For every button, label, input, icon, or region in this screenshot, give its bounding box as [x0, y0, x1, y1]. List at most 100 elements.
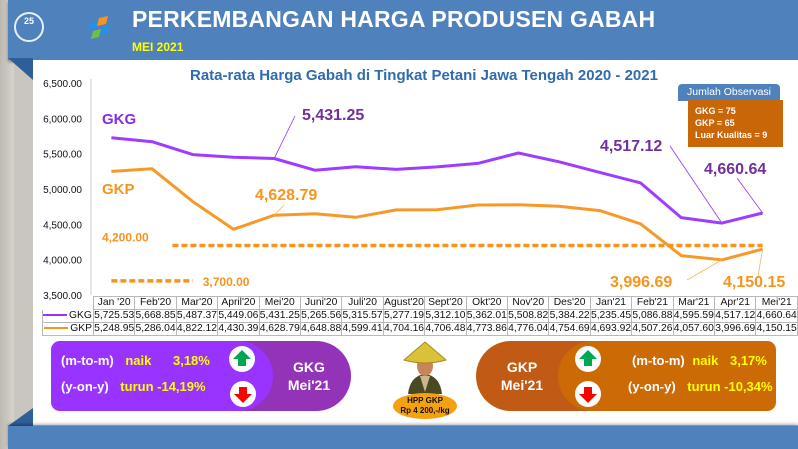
gkp-yoy-label: (y-on-y): [628, 379, 676, 394]
chart-title: Rata-rata Harga Gabah di Tingkat Petani …: [190, 67, 658, 84]
gkg-mtm-row: (m-to-m) naik 3,18%: [61, 353, 210, 368]
table-cell-gkp: 5,248.95: [92, 322, 136, 336]
table-row-gkp: GKP 5,248.95 5,286.04 4,822.12 4,430.39 4,628…: [42, 322, 798, 336]
annotation-leader-line: [273, 115, 296, 159]
table-column-header: Juli'20: [341, 296, 384, 310]
table-cell-gkp: 3,996.69: [714, 322, 757, 336]
table-cell-gkp: 4,150.15: [755, 322, 798, 336]
table-cell-gkp: 4,693.92: [589, 322, 633, 336]
table-cell-gkg: 5,277.19: [382, 309, 426, 323]
table-column-header: Apr'21: [714, 296, 757, 310]
table-column-header: Mei'20: [258, 296, 301, 310]
footer-bar: [8, 426, 798, 449]
reference-line-label: 3,700.00: [203, 275, 250, 289]
gkp-yoy-value: -10,34%: [724, 379, 773, 394]
table-column-header: Agust'20: [382, 296, 426, 310]
table-cell-gkg: 5,315.57: [341, 309, 384, 323]
y-tick-label: 6,000.00: [43, 114, 82, 125]
table-column-header: Juni'20: [299, 296, 343, 310]
table-cell-gkp: 4,628.79: [258, 322, 301, 336]
gkp-mtm-label: (m-to-m): [632, 353, 685, 368]
observasi-title: Jumlah Observasi: [678, 84, 780, 101]
gkg-summary-caption: GKG Mei'21: [283, 358, 335, 394]
table-cell-gkg: 5,384.22: [548, 309, 591, 323]
arrow-down-icon: [575, 381, 601, 407]
observasi-gkp: GKP = 65: [695, 118, 735, 128]
gkg-summary-label: GKG: [293, 359, 325, 375]
hpp-title: HPP GKP: [407, 396, 443, 405]
logo-text: 25: [23, 16, 34, 26]
hpp-value: Rp 4 200,-/kg: [400, 406, 450, 415]
table-cell-gkg: 5,487.37: [175, 309, 219, 323]
table-column-header: Mei'21: [755, 296, 798, 310]
reference-line-label: 4,200.00: [102, 231, 149, 245]
table-column-header: Feb'21: [631, 296, 674, 310]
table-cell-gkp: 4,754.69: [548, 322, 591, 336]
gkp-summary-label: GKP: [506, 359, 538, 375]
gkp-summary-caption: GKP Mei'21: [496, 358, 548, 394]
gkg-summary-period: Mei'21: [287, 377, 331, 393]
gkp-yoy-direction: turun: [687, 379, 721, 394]
series-line-gkp: [111, 167, 763, 262]
table-cell-gkg: 4,595.59: [672, 309, 716, 323]
annotation-label: 4,660.64: [704, 161, 766, 178]
gkg-summary-panel: (m-to-m) naik 3,18% (y-on-y) turun -14,1…: [51, 341, 351, 411]
gkp-summary-panel: GKP Mei'21 (m-to-m) naik 3,17% (y-on-y) …: [476, 341, 776, 411]
hpp-badge: HPP GKP Rp 4 200,-/kg: [393, 393, 457, 419]
background-left: [0, 0, 14, 449]
table-column-header: Nov'20: [506, 296, 550, 310]
y-tick-label: 6,500.00: [43, 79, 82, 90]
table-column-header: Des'20: [548, 296, 591, 310]
page-subtitle: MEI 2021: [132, 40, 184, 54]
table-cell-gkg: 5,235.45: [589, 309, 633, 323]
table-cell-gkp: 4,704.16: [382, 322, 426, 336]
gkg-yoy-label: (y-on-y): [61, 379, 109, 394]
table-cell-gkg: 5,508.82: [506, 309, 550, 323]
table-column-header: Feb'20: [134, 296, 177, 310]
y-tick-label: 5,500.00: [43, 150, 82, 161]
annotation-leader-line: [686, 259, 723, 281]
observasi-box: GKG = 75 GKP = 65 Luar Kualitas = 9: [688, 100, 783, 147]
header-fold: [8, 58, 33, 80]
gkg-yoy-value: -14,19%: [157, 379, 206, 394]
gkp-mtm-row: (m-to-m) naik 3,17%: [632, 353, 767, 368]
legend-gkg: GKG: [42, 309, 94, 323]
gkg-mtm-direction: naik: [125, 353, 152, 368]
y-tick-label: 4,000.00: [43, 256, 82, 267]
table-cell-gkp: 4,507.26: [631, 322, 674, 336]
series-label-gkg: GKG: [102, 111, 136, 128]
table-column-header: Jan '20: [92, 296, 136, 310]
header-bar: [8, 0, 798, 60]
table-cell-gkp: 5,286.04: [134, 322, 177, 336]
annotation-label: 3,996.69: [610, 274, 672, 291]
y-tick-label: 4,500.00: [43, 220, 82, 231]
table-cell-gkg: 5,431.25: [258, 309, 301, 323]
page-title: PERKEMBANGAN HARGA PRODUSEN GABAH: [132, 6, 656, 32]
legend-gkp-line: [44, 327, 69, 330]
table-cell-gkg: 5,725.53: [92, 309, 136, 323]
footer-fold: [8, 408, 33, 426]
table-cell-gkg: 5,086.88: [631, 309, 674, 323]
table-column-header: Mar'21: [672, 296, 716, 310]
chart-data-table: Jan '20 Feb'20 Mar'20 April'20 Mei'20 Juni'20…: [42, 296, 798, 336]
table-header-row: Jan '20 Feb'20 Mar'20 April'20 Mei'20 Juni'20…: [43, 296, 798, 310]
table-cell-gkg: 5,362.01: [465, 309, 509, 323]
anniversary-logo-icon: 25: [14, 12, 44, 42]
annotation-leader-line: [757, 248, 764, 277]
gkg-yoy-row: (y-on-y) turun -14,19%: [61, 379, 206, 394]
observasi-luar-kualitas: Luar Kualitas = 9: [695, 130, 768, 140]
gkp-summary-period: Mei'21: [500, 377, 544, 393]
table-cell-gkp: 4,430.39: [217, 322, 260, 336]
table-column-header: Sept'20: [424, 296, 467, 310]
annotation-leader-line: [273, 204, 285, 216]
table-cell-gkg: 5,668.85: [134, 309, 177, 323]
gkg-yoy-direction: turun: [120, 379, 154, 394]
series-label-gkp: GKP: [102, 181, 135, 198]
table-cell-gkp: 4,822.12: [175, 322, 219, 336]
gkg-mtm-value: 3,18%: [172, 353, 210, 368]
table-column-header: Mar'20: [175, 296, 219, 310]
legend-gkp-label: GKP: [70, 323, 92, 334]
table-cell-gkp: 4,599.41: [341, 322, 384, 336]
series-line-gkg: [111, 136, 763, 225]
